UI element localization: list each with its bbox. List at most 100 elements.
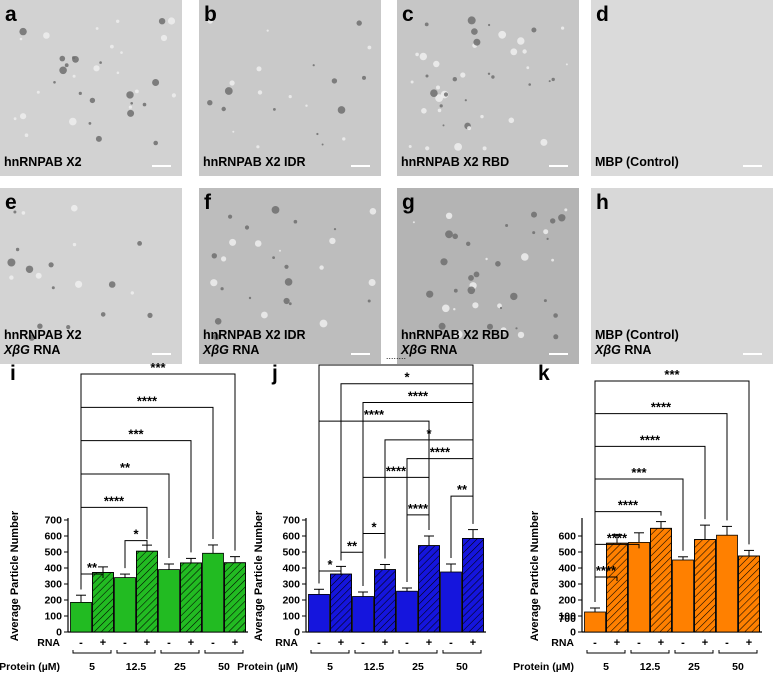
- rna-label: RNA: [551, 637, 574, 649]
- significance-stars: ***: [631, 465, 647, 480]
- significance-stars: ****: [408, 501, 429, 516]
- micrograph-image: [591, 0, 773, 176]
- rna-sign: -: [637, 637, 641, 649]
- rna-sign: +: [658, 637, 664, 649]
- significance-stars: ****: [104, 493, 125, 508]
- panel-caption: hnRNPAB X2 RBD: [401, 155, 510, 169]
- significance-bracket: [80, 440, 192, 590]
- protein-label: Protein (µM): [513, 661, 574, 673]
- y-axis-label: Average Particle Number: [253, 510, 265, 641]
- bar-hatch: [606, 542, 628, 633]
- bar: [158, 569, 180, 633]
- rna-sign: +: [188, 637, 194, 649]
- y-tick-label: 200: [282, 595, 300, 607]
- bar-hatch: [330, 573, 352, 633]
- y-tick-label: 100: [558, 611, 576, 623]
- significance-stars: ****: [596, 563, 617, 578]
- group-bracket: [116, 650, 156, 654]
- bar: [114, 577, 136, 633]
- group-bracket: [586, 650, 626, 654]
- chart-i: i Average Particle Number 0 100 200 300 400 500…: [0, 360, 248, 673]
- rna-sign: -: [167, 637, 171, 649]
- micrograph-c: c hnRNPAB X2 RBD: [397, 0, 579, 176]
- panel-caption: MBP (Control) XβG RNA: [595, 328, 679, 357]
- bar: [308, 593, 330, 633]
- micrograph-image: [0, 188, 182, 364]
- group-bracket: [354, 650, 394, 654]
- micrograph-g: g hnRNPAB X2 RBD XβG RNA: [397, 188, 579, 364]
- scale-bar: [152, 165, 171, 167]
- micrograph-image: [591, 188, 773, 364]
- rna-sign: -: [449, 637, 453, 649]
- group-bracket: [442, 650, 482, 654]
- panel-label: h: [596, 191, 609, 214]
- scale-bar: [743, 165, 762, 167]
- panel-label: k: [538, 362, 550, 385]
- scale-bar: [351, 165, 370, 167]
- scale-bar: [549, 165, 568, 167]
- significance-stars: ****: [364, 407, 385, 422]
- rna-sign: -: [79, 637, 83, 649]
- significance-stars: **: [87, 560, 98, 575]
- bar: [352, 596, 374, 633]
- micrograph-b: b hnRNPAB X2 IDR: [199, 0, 381, 176]
- significance-stars: ***: [150, 360, 166, 375]
- significance-stars: ****: [618, 498, 639, 513]
- group-label: 50: [456, 661, 468, 673]
- y-tick-label: 0: [570, 627, 576, 639]
- group-label: 12.5: [364, 661, 385, 673]
- significance-stars: *: [371, 520, 377, 535]
- y-tick-label: 200: [558, 595, 576, 607]
- protein-label: Protein (µM): [0, 661, 60, 673]
- rna-sign: +: [382, 637, 388, 649]
- group-label: 5: [89, 661, 95, 673]
- panel-label: a: [5, 3, 17, 26]
- micrograph-image: [199, 188, 381, 364]
- panel-label: f: [204, 191, 211, 214]
- y-tick-label: 300: [558, 579, 576, 591]
- y-tick-label: 500: [558, 547, 576, 559]
- significance-stars: *: [133, 527, 139, 542]
- significance-stars: ***: [128, 427, 144, 442]
- rna-sign: -: [405, 637, 409, 649]
- rna-label: RNA: [37, 637, 60, 649]
- significance-stars: ****: [386, 463, 407, 478]
- bar: [396, 590, 418, 633]
- significance-stars: ****: [430, 445, 451, 460]
- y-tick-label: 700: [282, 515, 300, 527]
- bar-hatch: [650, 527, 672, 633]
- group-bracket: [674, 650, 714, 654]
- rna-sign: +: [100, 637, 106, 649]
- group-bracket: [160, 650, 200, 654]
- panel-caption: hnRNPAB X2 IDR XβG RNA: [203, 328, 306, 357]
- rna-sign: +: [338, 637, 344, 649]
- rna-sign: +: [470, 637, 476, 649]
- y-tick-label: 500: [282, 547, 300, 559]
- rna-label: RNA: [275, 637, 298, 649]
- significance-stars: *: [404, 370, 410, 385]
- group-bracket: [310, 650, 350, 654]
- y-tick-label: 300: [282, 579, 300, 591]
- panel-label: c: [402, 3, 414, 26]
- significance-stars: ****: [640, 432, 661, 447]
- bar: [440, 571, 462, 633]
- significance-stars: **: [457, 482, 468, 497]
- y-tick-label: 400: [282, 563, 300, 575]
- panel-label: j: [271, 362, 278, 385]
- significance-stars: **: [347, 538, 358, 553]
- bar: [672, 559, 694, 633]
- significance-stars: ****: [386, 358, 407, 366]
- rna-sign: -: [681, 637, 685, 649]
- rna-sign: +: [614, 637, 620, 649]
- y-tick-label: 500: [44, 547, 62, 559]
- panel-caption: hnRNPAB X2: [4, 155, 82, 169]
- significance-bracket: [594, 380, 750, 602]
- rna-sign: +: [702, 637, 708, 649]
- group-label: 25: [174, 661, 186, 673]
- panel-label: b: [204, 3, 217, 26]
- significance-bracket: [124, 540, 148, 569]
- panel-caption: hnRNPAB X2 XβG RNA: [4, 328, 82, 357]
- significance-stars: ****: [137, 393, 158, 408]
- y-tick-label: 400: [44, 563, 62, 575]
- group-label: 12.5: [126, 661, 147, 673]
